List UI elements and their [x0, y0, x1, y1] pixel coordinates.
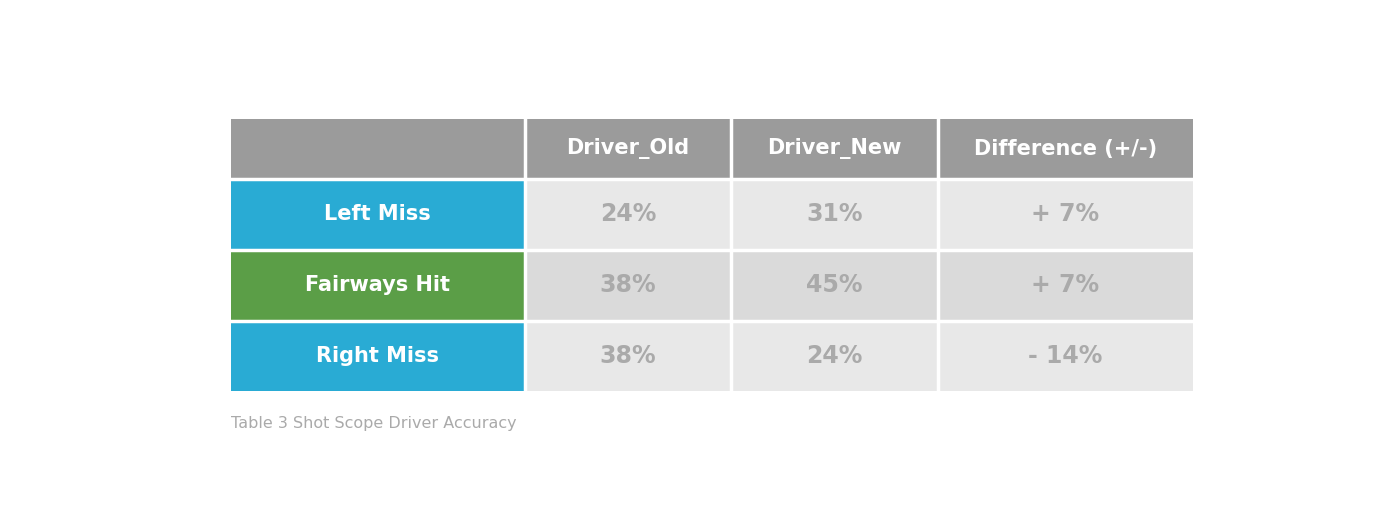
- Bar: [938, 250, 1193, 320]
- Bar: [524, 119, 731, 179]
- Text: 38%: 38%: [600, 344, 656, 368]
- Text: Difference (+/-): Difference (+/-): [974, 139, 1157, 159]
- Text: 31%: 31%: [807, 202, 863, 226]
- Bar: [524, 250, 731, 320]
- Text: Right Miss: Right Miss: [316, 346, 440, 366]
- Text: 45%: 45%: [807, 273, 863, 297]
- Text: Driver_New: Driver_New: [768, 138, 902, 159]
- Text: 24%: 24%: [807, 344, 863, 368]
- Text: Table 3 Shot Scope Driver Accuracy: Table 3 Shot Scope Driver Accuracy: [232, 416, 517, 430]
- Bar: [524, 179, 731, 250]
- Bar: [232, 179, 524, 250]
- Bar: [731, 320, 938, 391]
- Bar: [731, 119, 938, 179]
- Bar: [232, 119, 524, 179]
- Text: + 7%: + 7%: [1031, 273, 1099, 297]
- Text: 24%: 24%: [600, 202, 656, 226]
- Text: Left Miss: Left Miss: [324, 204, 432, 224]
- Bar: [938, 320, 1193, 391]
- Bar: [938, 119, 1193, 179]
- Text: - 14%: - 14%: [1029, 344, 1103, 368]
- Bar: [524, 320, 731, 391]
- Bar: [731, 250, 938, 320]
- Bar: [232, 250, 524, 320]
- Text: 38%: 38%: [600, 273, 656, 297]
- Text: Fairways Hit: Fairways Hit: [305, 275, 451, 295]
- Text: Driver_Old: Driver_Old: [567, 138, 690, 159]
- Bar: [731, 179, 938, 250]
- Text: + 7%: + 7%: [1031, 202, 1099, 226]
- Bar: [232, 320, 524, 391]
- Bar: [938, 179, 1193, 250]
